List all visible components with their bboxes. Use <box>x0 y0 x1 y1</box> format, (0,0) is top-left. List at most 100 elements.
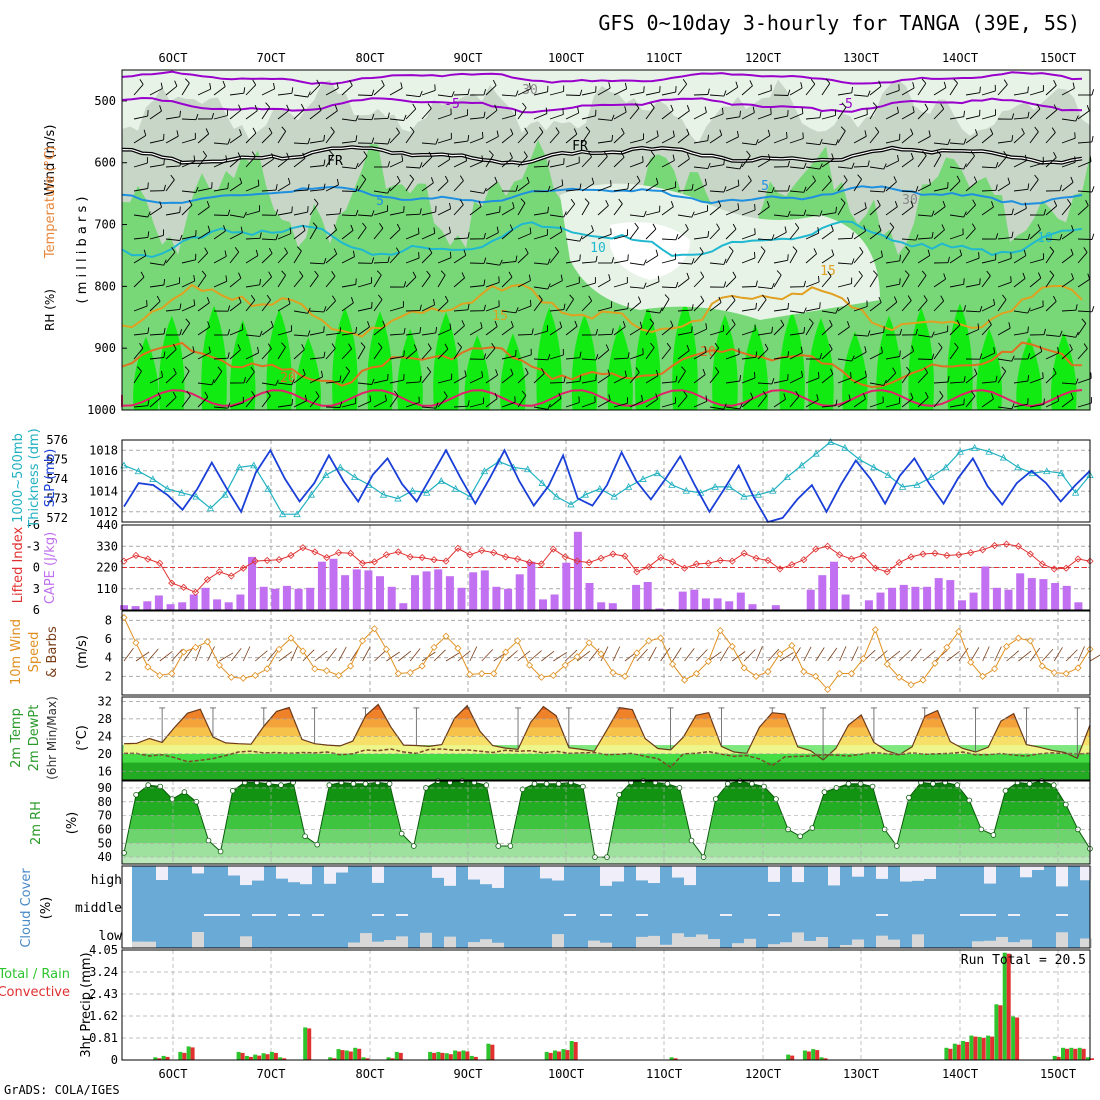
thickness-point <box>524 465 532 473</box>
wind-barb-flag <box>323 134 325 141</box>
sfc-wind-barb <box>958 647 969 662</box>
wind-barb-flag <box>448 226 451 233</box>
wind-barb <box>245 334 260 337</box>
cape-bar <box>562 562 571 610</box>
wind-barb-flag <box>670 320 674 327</box>
wind-barb-flag <box>851 258 855 265</box>
upper-wind-barbs <box>133 78 1095 410</box>
wind-barb <box>1061 334 1076 338</box>
wind-barb <box>837 107 847 120</box>
sfc-wind-barb <box>445 652 460 662</box>
low-cloud-bar <box>444 936 456 948</box>
wind-barb <box>997 156 1008 168</box>
panel-frame-upper <box>121 69 1091 411</box>
wind-barb-flag <box>649 318 655 324</box>
wind-barb <box>965 134 978 144</box>
wind-barb-flag <box>963 110 965 117</box>
wind-speed-point <box>704 657 712 665</box>
sfc-wind-barb <box>839 646 847 662</box>
sfc-wind-barb <box>827 647 838 662</box>
wind-barb <box>133 236 148 240</box>
wind-barb-flag <box>193 155 196 162</box>
wind-barb <box>1061 182 1074 192</box>
wind-barb-flag <box>641 394 644 401</box>
wind-barb-flag <box>170 174 175 181</box>
wind-barb-flag <box>657 275 660 282</box>
wind-barb-flag <box>925 391 929 398</box>
wind-barb-flag <box>284 247 288 254</box>
wind-barb <box>773 259 788 264</box>
wind-ytick-4: 4 <box>105 651 112 665</box>
wind-barb-flag <box>924 367 928 374</box>
wind-barb-flag <box>307 137 311 144</box>
wind-barb <box>885 160 899 168</box>
wind-barb-flag <box>611 328 614 335</box>
wind-barb-flag <box>395 247 400 253</box>
wind-barb-flag <box>931 210 935 217</box>
wind-barb-flag <box>255 249 259 256</box>
sfc-wind-barb <box>1089 654 1100 662</box>
wind-barb <box>501 229 513 240</box>
wind-barb-flag <box>827 175 832 181</box>
wind-speed-point <box>585 639 593 647</box>
wind-barb-flag <box>987 319 992 325</box>
precip-conv-bar <box>565 1050 570 1060</box>
wind-barb <box>917 184 931 192</box>
wind-barb <box>597 333 613 336</box>
wind-barb-flag <box>956 319 961 326</box>
temp-contour <box>121 70 1083 86</box>
wind-barb-flag <box>201 270 207 276</box>
wind-barb <box>773 214 788 218</box>
wind-barb-flag <box>268 127 273 134</box>
wind-barb <box>197 275 207 288</box>
wind-barb-flag <box>803 162 807 169</box>
wind-barb <box>405 179 415 192</box>
rh-point <box>205 837 212 844</box>
wind-barb-flag <box>995 375 998 382</box>
wind-barb <box>885 356 900 360</box>
wind-barb <box>421 156 433 168</box>
wind-barb <box>853 275 863 288</box>
wind-barb-flag <box>467 303 470 310</box>
li-point <box>573 557 581 565</box>
sfc-wind-barb <box>982 646 990 662</box>
wind-barb <box>965 283 980 288</box>
sfc-wind-barb <box>541 650 555 662</box>
wind-barb-flag <box>1091 305 1095 312</box>
wind-barb-flag <box>723 403 727 410</box>
wind-barb <box>197 352 211 360</box>
upper-label-units: ( m i l l i b a r s ) <box>75 197 90 304</box>
wind-barb <box>1061 118 1076 122</box>
wind-barb-flag <box>554 246 560 253</box>
rh-plume-bright <box>808 317 834 410</box>
precip-conv-bar <box>440 1052 445 1060</box>
wind-barb <box>837 326 850 336</box>
cape-bar <box>213 599 222 610</box>
sfc-wind-barb <box>1077 646 1085 662</box>
thickness-point <box>581 490 590 498</box>
wind-barb-flag <box>1024 154 1027 161</box>
wind-barb <box>757 395 767 408</box>
cape-bar <box>317 561 326 610</box>
wind-barb <box>421 304 435 312</box>
wind-barb <box>501 355 516 360</box>
wind-barb <box>741 209 756 216</box>
precip-total-bar <box>977 1036 982 1060</box>
wind-barb-flag <box>622 320 626 327</box>
high-cloud-gap <box>192 866 204 874</box>
wind-barb <box>197 88 211 96</box>
li-point <box>931 549 939 557</box>
thickness-point <box>740 492 748 500</box>
wind-barb <box>453 375 467 384</box>
wind-barb <box>997 237 1012 240</box>
wind-barb <box>1077 205 1089 216</box>
thickness-point <box>538 479 546 486</box>
wind-barb <box>661 286 677 289</box>
li-point <box>680 564 689 572</box>
precip-run-total: Run Total = 20.5 <box>961 953 1086 968</box>
wind-barb <box>565 112 579 120</box>
wind-barb <box>533 190 549 193</box>
wind-barb-flag <box>792 246 798 252</box>
precip-ytick-1.62: 1.62 <box>89 1009 118 1023</box>
wind-speed-point <box>191 643 200 651</box>
